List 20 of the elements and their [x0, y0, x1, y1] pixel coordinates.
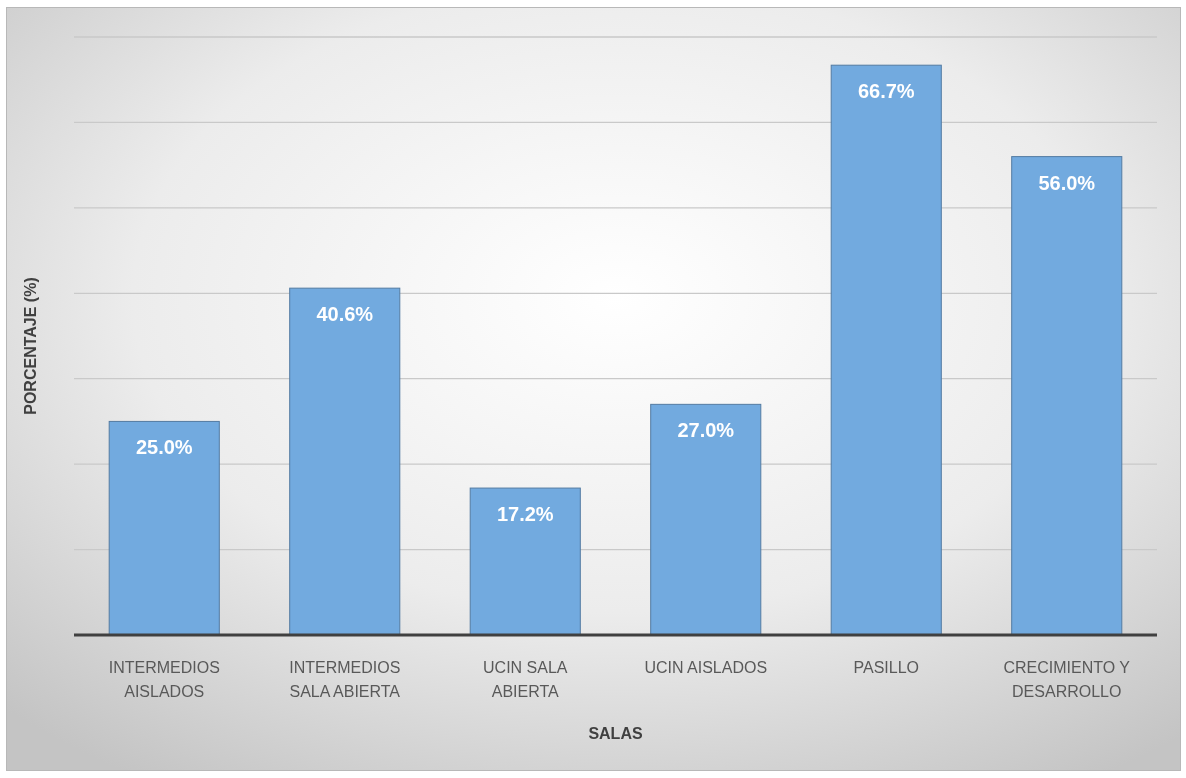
- bar: [1011, 156, 1123, 636]
- bar: [650, 403, 762, 636]
- bar: [289, 287, 401, 636]
- data-label: 27.0%: [677, 419, 735, 442]
- bar: [108, 420, 220, 636]
- x-tick-label: INTERMEDIOS AISLADOS: [108, 659, 220, 700]
- bar: [830, 64, 942, 636]
- data-label: 25.0%: [135, 436, 193, 459]
- y-axis-title: PORCENTAJE (%): [22, 277, 39, 415]
- x-tick-label: INTERMEDIOS SALA ABIERTA: [289, 659, 401, 700]
- data-label: 56.0%: [1038, 171, 1096, 194]
- data-label: 17.2%: [496, 503, 554, 526]
- bar: [469, 487, 581, 636]
- x-axis-title: SALAS: [588, 725, 643, 742]
- x-tick-label: UCIN AISLADOS: [644, 659, 768, 676]
- data-label: 66.7%: [857, 80, 915, 103]
- x-tick-label: PASILLO: [853, 659, 920, 676]
- data-label: 40.6%: [316, 303, 374, 326]
- x-tick-label: UCIN SALA ABIERTA: [483, 659, 568, 700]
- x-tick-label: CRECIMIENTO Y DESARROLLO: [1003, 659, 1131, 700]
